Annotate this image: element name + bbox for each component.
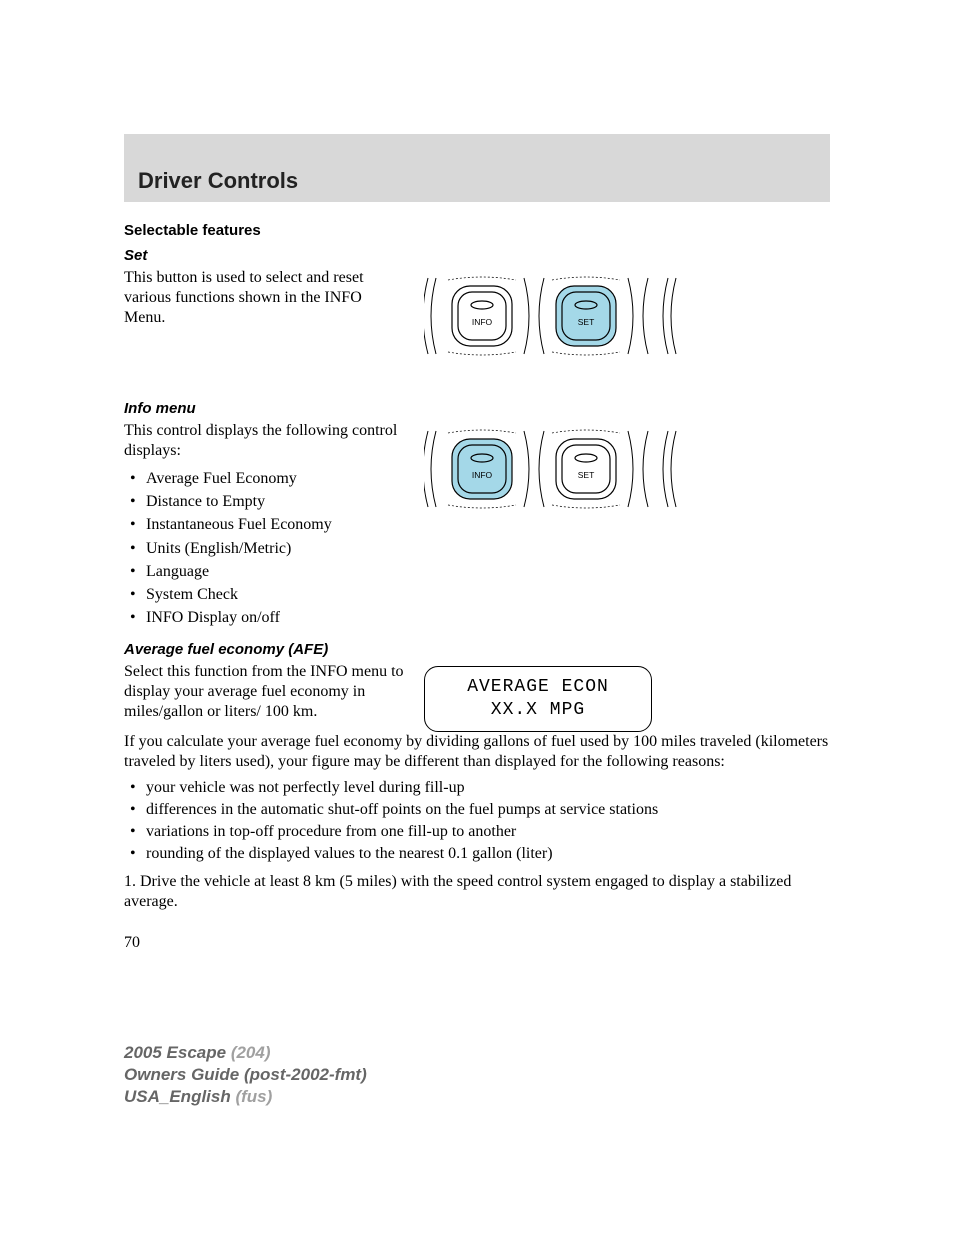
footer-model: 2005 Escape [124, 1043, 231, 1062]
section-title: Driver Controls [138, 168, 298, 194]
set-button-label: SET [578, 317, 595, 327]
info-button-label: INFO [472, 470, 493, 480]
heading-set: Set [124, 247, 830, 264]
para-info-menu: This control displays the following cont… [124, 421, 404, 461]
list-item: variations in top-off procedure from one… [124, 822, 830, 842]
section-header: Driver Controls [124, 134, 830, 202]
list-item: Instantaneous Fuel Economy [124, 513, 404, 536]
list-item: your vehicle was not perfectly level dur… [124, 778, 830, 798]
list-item: INFO Display on/off [124, 606, 404, 629]
footer-guide: Owners Guide (post-2002-fmt) [124, 1064, 367, 1086]
footer-langcode: (fus) [235, 1087, 272, 1106]
heading-selectable-features: Selectable features [124, 222, 830, 239]
button-panel-info-highlighted: INFO SET [424, 421, 684, 517]
list-item: Language [124, 560, 404, 583]
footer-code: (204) [231, 1043, 271, 1062]
footer: 2005 Escape (204) Owners Guide (post-200… [124, 1042, 367, 1108]
list-item: rounding of the displayed values to the … [124, 844, 830, 864]
para-afe-1: Select this function from the INFO menu … [124, 662, 404, 722]
list-item: System Check [124, 583, 404, 606]
button-panel-set-highlighted: INFO SET [424, 268, 684, 364]
heading-afe: Average fuel economy (AFE) [124, 641, 830, 658]
step-1: 1. Drive the vehicle at least 8 km (5 mi… [124, 872, 830, 912]
afe-reasons-list: your vehicle was not perfectly level dur… [124, 778, 830, 864]
list-item: Units (English/Metric) [124, 537, 404, 560]
lcd-line2: XX.X MPG [491, 699, 585, 722]
list-item: differences in the automatic shut-off po… [124, 800, 830, 820]
lcd-display: AVERAGE ECON XX.X MPG [424, 666, 652, 732]
list-item: Distance to Empty [124, 490, 404, 513]
para-set: This button is used to select and reset … [124, 268, 404, 328]
page-number: 70 [124, 934, 830, 952]
heading-info-menu: Info menu [124, 400, 830, 417]
para-afe-2: If you calculate your average fuel econo… [124, 732, 830, 772]
lcd-line1: AVERAGE ECON [467, 676, 609, 699]
list-item: Average Fuel Economy [124, 467, 404, 490]
footer-lang: USA_English [124, 1087, 235, 1106]
info-menu-list: Average Fuel Economy Distance to Empty I… [124, 467, 404, 629]
set-button-label: SET [578, 470, 595, 480]
info-button-label: INFO [472, 317, 493, 327]
